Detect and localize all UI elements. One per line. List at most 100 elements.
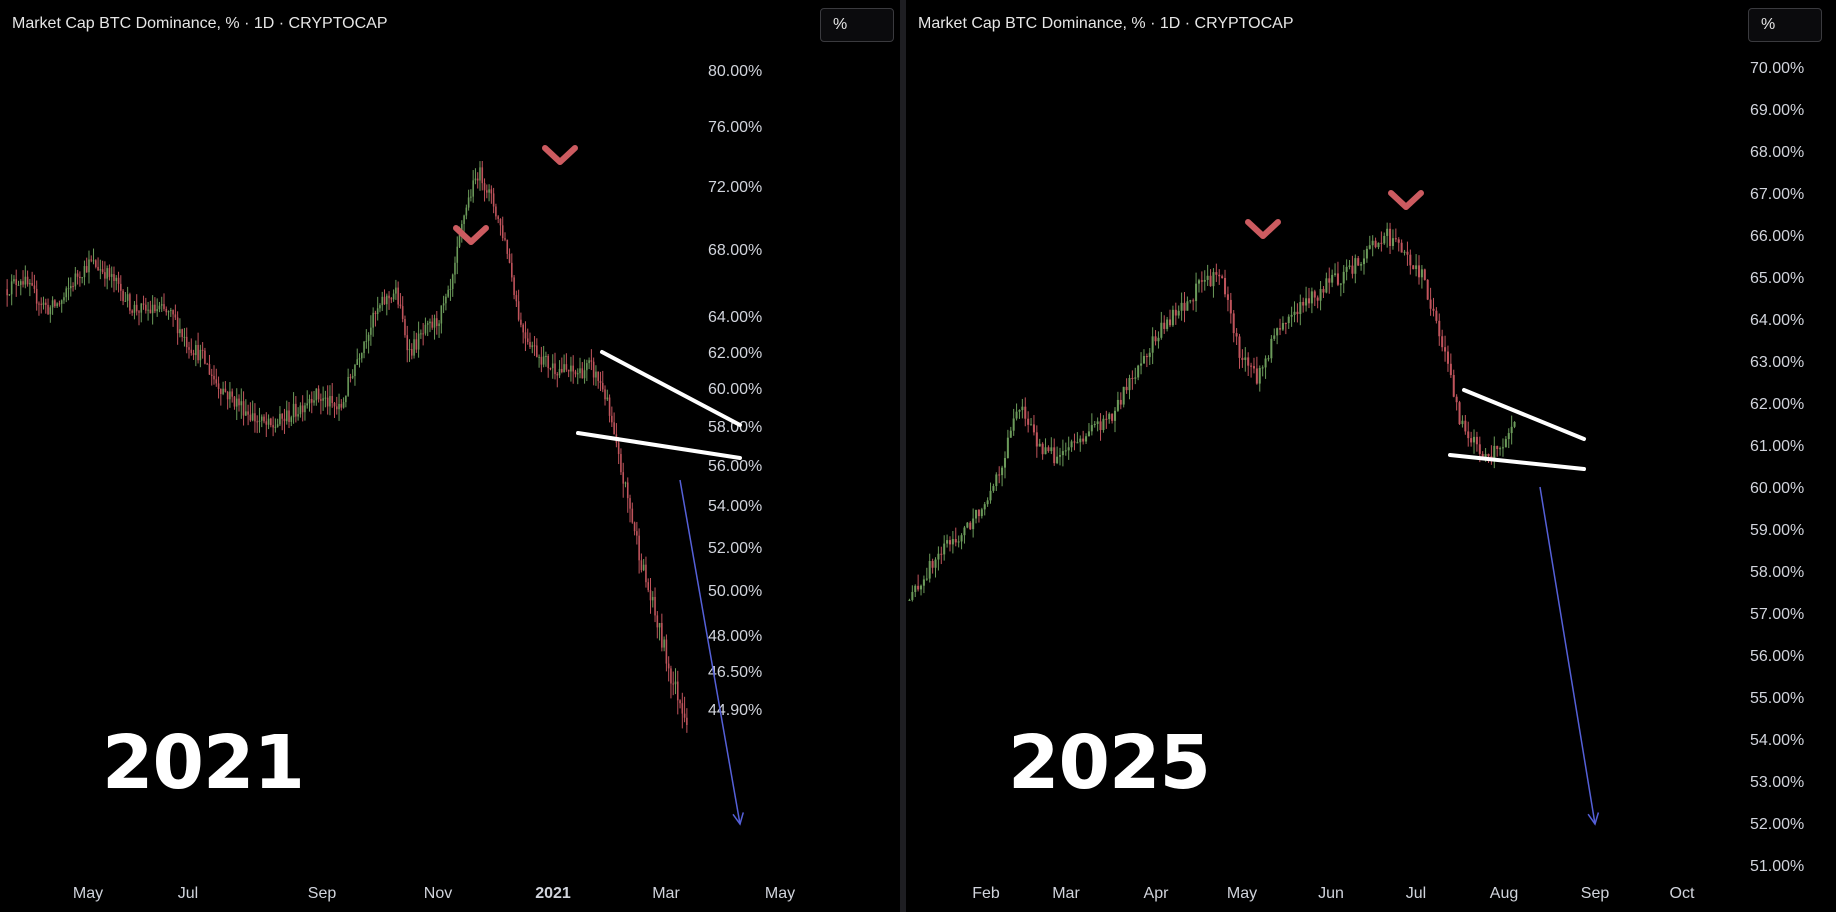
candle-body: [576, 373, 579, 375]
candle-body: [160, 304, 163, 306]
candle-body: [188, 347, 190, 350]
candle-body: [1058, 455, 1062, 457]
candle-body: [948, 540, 951, 545]
candle-body: [422, 333, 424, 335]
y-tick-label: 51.00%: [1750, 858, 1804, 875]
chart-canvas-2025[interactable]: 70.00% 69.00% 68.00% 67.00% 66.00% 65.00% 64.0…: [906, 0, 1836, 912]
candle-body: [645, 564, 647, 583]
candle-body: [467, 197, 470, 208]
candle-body: [1507, 433, 1510, 440]
candle-body: [429, 321, 431, 324]
x-tick-label: Oct: [1670, 885, 1695, 902]
candle-body: [1504, 439, 1507, 448]
candle-body: [81, 277, 83, 279]
candle-body: [442, 303, 445, 306]
candle-body: [1481, 453, 1484, 458]
candle-body: [963, 527, 966, 536]
candle-body: [242, 401, 245, 416]
candle-body: [1131, 378, 1134, 380]
candle-body: [1470, 438, 1473, 443]
arrow-head-icon: [732, 812, 745, 826]
candle-body: [397, 287, 399, 305]
candle-body: [1096, 421, 1099, 424]
candle-body: [1113, 410, 1117, 421]
candle-body: [1455, 396, 1458, 403]
candle-body: [33, 285, 36, 289]
candle-body: [670, 668, 672, 684]
candle-body: [683, 713, 686, 718]
candle-body: [274, 426, 277, 428]
candle-body: [486, 190, 488, 193]
candle-body: [438, 323, 440, 327]
candle-body: [1368, 245, 1371, 249]
candle-body: [661, 622, 663, 648]
candle-body: [44, 302, 47, 305]
candle-body: [1030, 424, 1033, 426]
candle-body: [367, 334, 370, 341]
candle-body: [1070, 441, 1073, 448]
candle-body: [454, 262, 456, 275]
candle-body: [479, 167, 481, 181]
candle-body: [515, 295, 518, 302]
candle-body: [1174, 309, 1177, 316]
candle-body: [381, 296, 384, 306]
candle-body: [210, 374, 213, 376]
candle-body: [513, 277, 515, 296]
y-tick-label: 62.00%: [708, 345, 762, 362]
candle-body: [310, 399, 313, 403]
candle-body: [1360, 264, 1363, 266]
unit-selector[interactable]: %: [820, 8, 894, 42]
candle-body: [281, 413, 284, 419]
candle-body: [1229, 299, 1232, 314]
candle-body: [545, 355, 547, 357]
candle-body: [1513, 421, 1516, 427]
candle-body: [995, 474, 998, 487]
candle-body: [1313, 291, 1316, 298]
chart-canvas-2021[interactable]: 80.00% 76.00% 72.00% 68.00% 64.00% 62.00% 60.0…: [0, 0, 900, 912]
candle-body: [674, 681, 677, 685]
candle-body: [420, 333, 422, 335]
candle-body: [966, 522, 969, 528]
candle-body: [1461, 420, 1464, 425]
candle-body: [951, 539, 954, 545]
candle-body: [986, 500, 989, 505]
candle-body: [108, 268, 111, 277]
candle-body: [197, 344, 199, 361]
candle-body: [1302, 301, 1305, 306]
candle-body: [606, 397, 609, 400]
candle-body: [358, 358, 361, 360]
panel-divider[interactable]: [900, 0, 906, 912]
candle-body: [1169, 319, 1172, 326]
candle-body: [1386, 228, 1389, 236]
candle-body: [599, 381, 602, 383]
candle-body: [279, 413, 281, 425]
x-tick-label: Nov: [424, 885, 452, 902]
candle-body: [1186, 301, 1189, 311]
candle-body: [1027, 418, 1030, 425]
candle-body: [1403, 251, 1406, 253]
candle-body: [351, 376, 354, 378]
candle-body: [138, 311, 140, 313]
y-tick-label: 76.00%: [708, 119, 762, 136]
candle-body: [1177, 310, 1180, 316]
candle-body: [679, 700, 681, 704]
candle-body: [158, 305, 161, 310]
candle-body: [1310, 291, 1313, 304]
unit-selector[interactable]: %: [1748, 8, 1822, 42]
candle-body: [1197, 280, 1200, 284]
candle-body: [19, 281, 22, 285]
candle-body: [1067, 447, 1070, 451]
candle-body: [1409, 254, 1412, 266]
candle-body: [76, 273, 79, 277]
candle-body: [998, 474, 1001, 476]
candle-body: [1412, 265, 1415, 270]
x-tick-label: Mar: [1052, 885, 1080, 902]
x-tick-label: Jun: [1318, 885, 1344, 902]
candle-body: [1339, 283, 1342, 285]
candle-body: [1203, 279, 1206, 282]
candle-body: [374, 312, 377, 315]
candle-body: [24, 276, 27, 285]
candle-body: [115, 277, 118, 282]
y-tick-label: 60.00%: [1750, 480, 1804, 497]
candle-body: [399, 304, 402, 307]
